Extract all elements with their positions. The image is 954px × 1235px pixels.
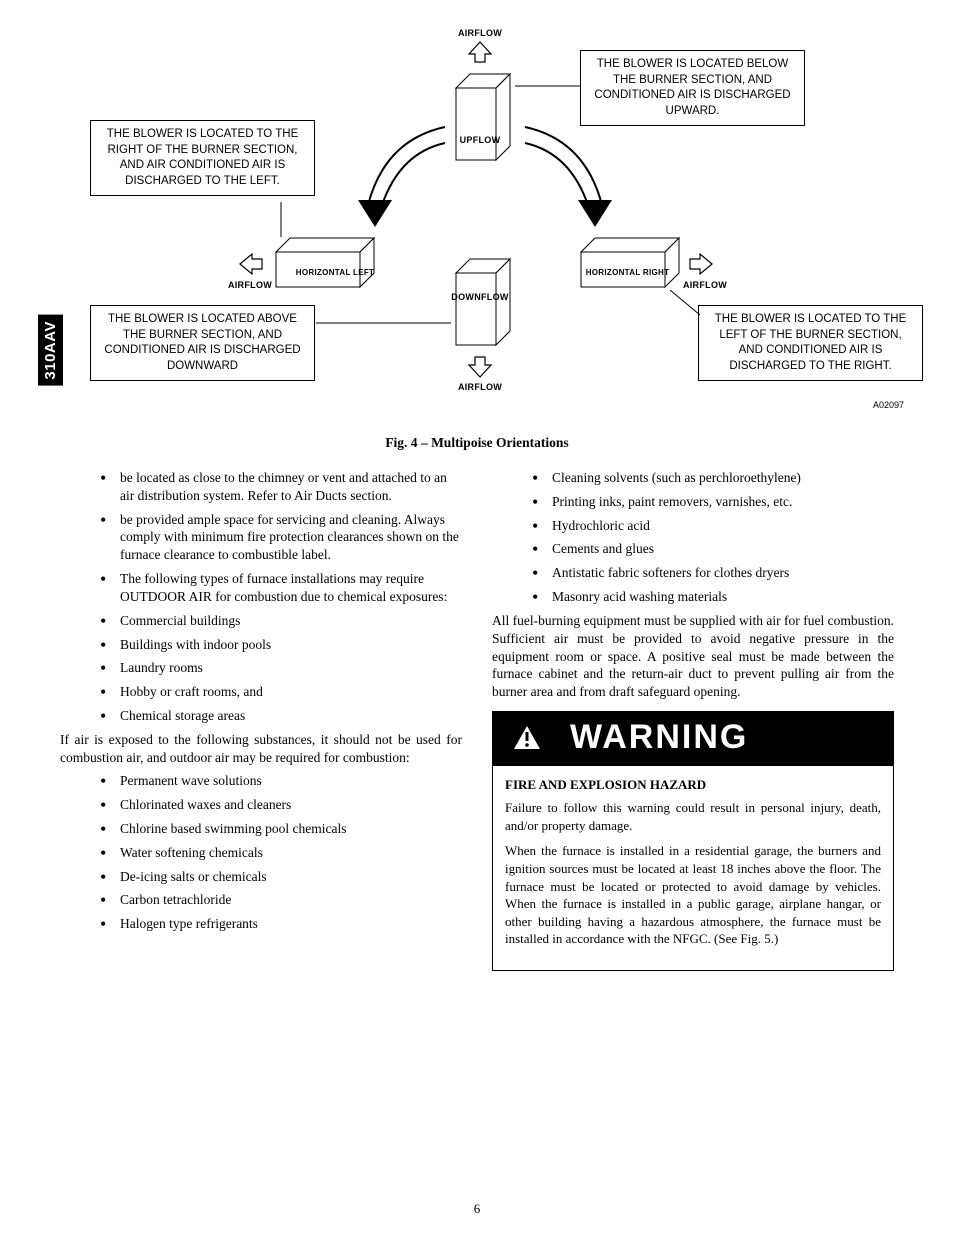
list-item: be provided ample space for servicing an… — [100, 511, 462, 564]
connector-line — [280, 202, 282, 237]
list-item: Commercial buildings — [100, 612, 462, 630]
airflow-label-top: AIRFLOW — [450, 28, 510, 38]
curve-arrow-left-icon — [350, 115, 460, 235]
caption-prefix: Fig. 4 — [385, 435, 421, 450]
connector-line — [670, 290, 705, 320]
page-number: 6 — [0, 1201, 954, 1217]
list-item: Carbon tetrachloride — [100, 891, 462, 909]
arrow-up-icon — [467, 40, 493, 64]
arrow-left-icon — [238, 252, 264, 276]
caption-sep: – — [421, 435, 428, 450]
connector-line — [316, 322, 451, 324]
body-columns: be located as close to the chimney or ve… — [60, 469, 894, 971]
list-item: Chlorinated waxes and cleaners — [100, 796, 462, 814]
box-down: THE BLOWER IS LOCATED ABOVE THE BURNER S… — [90, 305, 315, 381]
list-item: Cleaning solvents (such as perchloroethy… — [532, 469, 894, 487]
left-column: be located as close to the chimney or ve… — [60, 469, 462, 971]
cube-horiz-right — [575, 232, 685, 292]
paragraph: If air is exposed to the following subst… — [60, 731, 462, 767]
curve-arrow-right-icon — [510, 115, 620, 235]
airflow-label-left: AIRFLOW — [220, 280, 280, 290]
list-item: Masonry acid washing materials — [532, 588, 894, 606]
airflow-label-right: AIRFLOW — [675, 280, 735, 290]
list-item: Hydrochloric acid — [532, 517, 894, 535]
list-item: Laundry rooms — [100, 659, 462, 677]
connector-line — [515, 85, 585, 87]
list-item: Hobby or craft rooms, and — [100, 683, 462, 701]
warning-box: FIRE AND EXPLOSION HAZARD Failure to fol… — [492, 766, 894, 971]
cube-horiz-left — [270, 232, 380, 292]
caption-title: Multipoise Orientations — [428, 435, 569, 450]
warning-label: WARNING — [570, 715, 748, 760]
horiz-right-label: HORIZONTAL RIGHT — [580, 268, 675, 277]
right-column: Cleaning solvents (such as perchloroethy… — [492, 469, 894, 971]
list-item: De-icing salts or chemicals — [100, 868, 462, 886]
figure-code: A02097 — [873, 400, 904, 410]
box-left: THE BLOWER IS LOCATED TO THE RIGHT OF TH… — [90, 120, 315, 196]
hazard-paragraph: When the furnace is installed in a resid… — [505, 842, 881, 947]
arrow-down-icon — [467, 355, 493, 379]
cube-downflow — [448, 255, 518, 350]
hazard-title: FIRE AND EXPLOSION HAZARD — [505, 776, 881, 794]
list-item: Halogen type refrigerants — [100, 915, 462, 933]
list-item: Water softening chemicals — [100, 844, 462, 862]
list-item: Chemical storage areas — [100, 707, 462, 725]
list-item: Buildings with indoor pools — [100, 636, 462, 654]
paragraph: All fuel-burning equipment must be suppl… — [492, 612, 894, 701]
list-item: Permanent wave solutions — [100, 772, 462, 790]
side-tab: 310AAV — [38, 315, 63, 386]
list-item: Chlorine based swimming pool chemicals — [100, 820, 462, 838]
figure-caption: Fig. 4 – Multipoise Orientations — [60, 435, 894, 451]
warning-banner: WARNING — [492, 711, 894, 766]
airflow-label-bottom: AIRFLOW — [450, 382, 510, 392]
downflow-label: DOWNFLOW — [445, 292, 515, 302]
warning-triangle-icon — [512, 724, 542, 751]
hazard-paragraph: Failure to follow this warning could res… — [505, 799, 881, 834]
list-item: Printing inks, paint removers, varnishes… — [532, 493, 894, 511]
list-item: Cements and glues — [532, 540, 894, 558]
list-item: The following types of furnace installat… — [100, 570, 462, 606]
horiz-left-label: HORIZONTAL LEFT — [290, 268, 380, 277]
list-item: Antistatic fabric softeners for clothes … — [532, 564, 894, 582]
figure-multipoise: AIRFLOW UPFLOW THE BLOWER IS LOCATED BEL… — [80, 30, 894, 425]
arrow-right-icon — [688, 252, 714, 276]
list-item: be located as close to the chimney or ve… — [100, 469, 462, 505]
box-right: THE BLOWER IS LOCATED TO THE LEFT OF THE… — [698, 305, 923, 381]
